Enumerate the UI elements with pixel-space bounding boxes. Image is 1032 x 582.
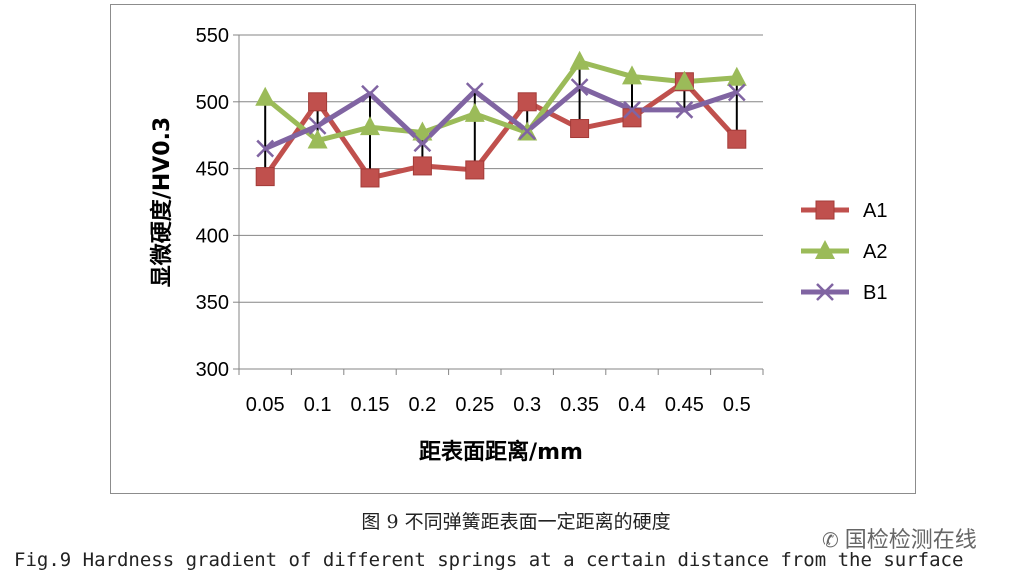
- data-point-a2: [726, 66, 747, 86]
- data-point-b1: [256, 139, 275, 158]
- y-tick-label: 300: [196, 359, 229, 381]
- legend-marker-a2: [815, 240, 835, 259]
- series-line-a2: [263, 59, 737, 144]
- caption-chinese: 图 9 不同弹簧距表面一定距离的硬度: [361, 511, 671, 533]
- data-point-a1: [727, 129, 747, 149]
- legend-marker-a1: [815, 200, 835, 220]
- x-tick-label: 0.15: [351, 394, 390, 416]
- x-tick-label: 0.1: [304, 394, 332, 416]
- x-tick-label: 0.25: [455, 394, 494, 416]
- y-tick-label: 550: [196, 25, 229, 47]
- data-point-a1: [517, 92, 537, 112]
- data-point-a2: [360, 116, 380, 136]
- data-point-a2: [674, 70, 695, 90]
- y-axis-title: 显微硬度/HV0.3: [149, 117, 175, 287]
- data-point-a1: [570, 119, 590, 139]
- data-point-a1: [308, 92, 328, 112]
- legend-label-a1: A1: [863, 200, 887, 222]
- data-point-b1: [413, 134, 432, 153]
- data-point-b1: [361, 84, 379, 103]
- wechat-icon: ✆: [822, 528, 839, 552]
- y-tick-label: 450: [196, 159, 229, 181]
- x-tick-label: 0.05: [246, 394, 285, 416]
- series-line-a1: [263, 79, 739, 181]
- data-point-a1: [255, 167, 275, 187]
- data-point-a2: [464, 102, 485, 122]
- watermark: ✆ 国检检测在线: [822, 522, 977, 554]
- data-point-b1: [465, 82, 484, 100]
- data-point-a2: [307, 129, 328, 149]
- chart-frame: 300 350 400 450 500 550 0.05 0.1 0.15 0.2 0.25 0.3 0…: [110, 4, 916, 494]
- x-tick-label: 0.5: [723, 394, 751, 416]
- data-point-b1: [727, 83, 746, 102]
- data-point-a2: [569, 50, 590, 70]
- data-point-a1: [465, 160, 485, 180]
- watermark-text: 国检检测在线: [844, 528, 977, 553]
- y-tick-label: 400: [196, 225, 229, 247]
- data-point-b1: [518, 122, 537, 141]
- legend-marker-b1: [816, 283, 834, 301]
- x-tick-label: 0.3: [513, 394, 541, 416]
- x-tick-label: 0.2: [408, 394, 436, 416]
- series-line-b1: [264, 84, 738, 151]
- data-point-b1: [623, 100, 641, 119]
- caption-english: Fig.9 Hardness gradient of different spr…: [14, 549, 964, 571]
- legend-label-b1: B1: [863, 282, 887, 304]
- x-tick-label: 0.45: [665, 394, 704, 416]
- x-tick-label: 0.35: [560, 394, 599, 416]
- data-point-a1: [360, 168, 380, 188]
- data-point-b1: [570, 78, 589, 96]
- data-point-a2: [412, 121, 433, 141]
- data-point-a2: [255, 86, 276, 106]
- data-point-a2: [622, 65, 642, 85]
- x-axis-title: 距表面距离/mm: [419, 439, 583, 465]
- x-tick-label: 0.4: [618, 394, 646, 416]
- data-point-b1: [308, 116, 327, 135]
- data-point-b1: [675, 100, 694, 119]
- y-tick-label: 350: [196, 292, 229, 314]
- data-point-a1: [412, 156, 432, 176]
- chart-svg: 300 350 400 450 500 550 0.05 0.1 0.15 0.2 0.25 0.3 0…: [149, 25, 887, 465]
- y-tick-label: 500: [196, 92, 229, 114]
- legend-label-a2: A2: [863, 241, 887, 263]
